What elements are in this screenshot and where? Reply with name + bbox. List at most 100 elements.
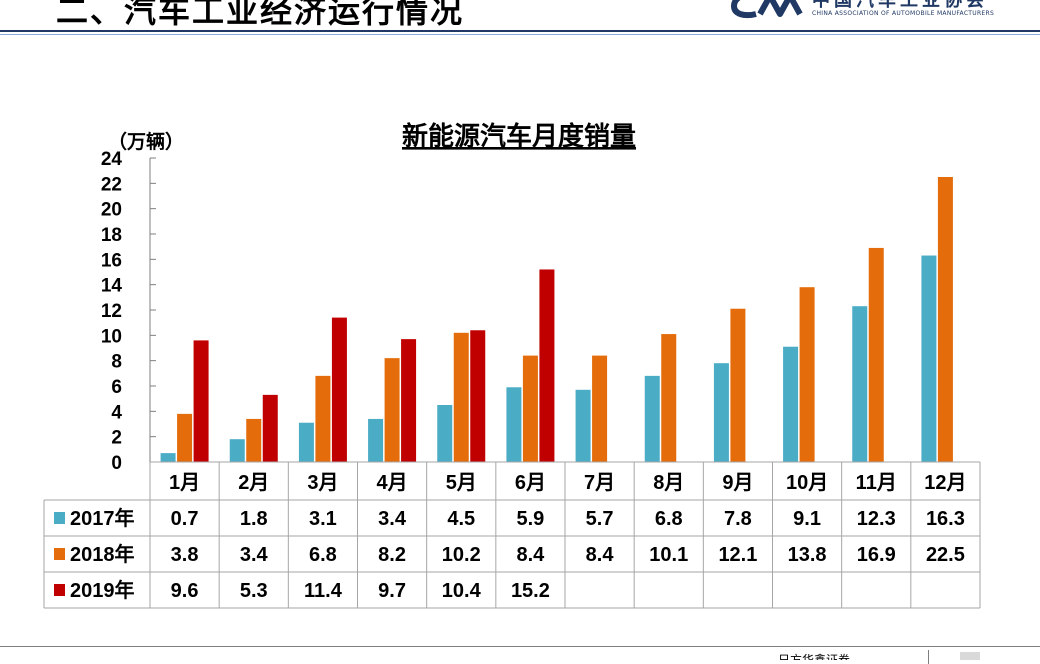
y-tick-label: 8 [111,352,122,373]
legend-swatch-2017年 [54,512,65,524]
x-category-label: 5月 [446,472,477,494]
y-tick-label: 24 [101,149,123,170]
x-category-label: 4月 [377,472,408,494]
data-table-cell: 1.8 [240,508,268,530]
x-category-label: 3月 [307,472,338,494]
bar-2018年-7月 [592,355,608,462]
data-table-cell: 9.7 [378,580,406,602]
bar-2018年-4月 [384,358,400,462]
footer-text: 日方华鑫证券 [778,653,851,660]
data-table-cell: 8.2 [378,544,406,566]
x-category-label: 6月 [515,472,546,494]
y-tick-label: 18 [101,225,122,246]
bar-2017年-11月 [852,306,868,462]
data-table-cell: 11.4 [304,580,343,602]
x-category-label: 10月 [786,472,828,494]
data-table-cell: 12.3 [857,508,896,530]
data-table-cell: 3.4 [240,544,269,566]
bar-2017年-6月 [506,387,522,462]
y-tick-label: 4 [111,402,122,423]
data-table-cell: 6.8 [309,544,337,566]
y-tick-label: 12 [101,301,122,322]
data-table-cell: 5.9 [517,508,545,530]
bar-2017年-3月 [298,422,314,462]
data-table-cell: 3.1 [309,508,337,530]
data-table-cell: 7.8 [724,508,752,530]
slide-title: 二、汽车工业经济运行情况 [56,0,465,30]
x-category-label: 11月 [856,472,897,494]
bar-2019年-5月 [470,330,486,462]
bar-2017年-4月 [368,418,384,462]
bar-2018年-8月 [661,334,677,462]
y-tick-label: 10 [101,326,122,347]
data-table-cell: 8.4 [517,544,546,566]
x-category-label: 7月 [584,472,615,494]
bar-marks [160,177,953,462]
data-table-cell: 13.8 [788,544,827,566]
bar-2019年-6月 [539,269,555,462]
data-table-cell: 8.4 [586,544,615,566]
y-tick-label: 22 [101,174,122,195]
data-table-cell: 3.4 [378,508,407,530]
data-table-cell: 10.1 [649,544,688,566]
data-table-cell: 6.8 [655,508,683,530]
data-table-cell: 16.3 [926,508,965,530]
bar-2017年-10月 [783,346,799,462]
chart-title: 新能源汽车月度销量 [402,121,636,152]
bar-2017年-12月 [921,255,937,462]
bar-2019年-4月 [401,339,417,462]
bar-2018年-10月 [799,287,815,462]
legend-swatch-2019年 [54,584,65,596]
y-tick-label: 14 [101,276,123,297]
bar-2018年-12月 [937,177,953,462]
x-category-label: 9月 [722,472,753,494]
footer-divider [928,650,929,664]
data-table-cell: 22.5 [926,544,965,566]
x-category-label: 2月 [238,472,269,494]
y-axis-unit-label: （万辆） [108,130,184,153]
legend-swatch-2018年 [54,548,65,560]
bar-2017年-8月 [644,375,660,462]
caam-logo-mark [730,0,803,19]
caam-logo: 中国汽车工业协会 CHINA ASSOCIATION OF AUTOMOBILE… [730,0,1030,22]
data-table-cell: 12.1 [718,544,757,566]
bar-2019年-2月 [262,394,278,462]
bar-2019年-3月 [331,317,347,462]
y-tick-label: 20 [101,200,122,221]
data-table-cell: 10.4 [442,580,482,602]
header-rule [0,30,1040,32]
bar-2018年-1月 [177,413,193,462]
data-table-cell: 9.1 [793,508,821,530]
data-table-cell: 0.7 [171,508,199,530]
y-tick-label: 0 [111,453,122,474]
x-category-label: 12月 [924,472,966,494]
x-category-label: 1月 [169,472,200,494]
data-table-cell: 15.2 [511,580,550,602]
data-table-cell: 5.3 [240,580,268,602]
bar-2017年-5月 [437,405,453,462]
footer-rule [0,646,1040,647]
data-table-cell: 4.5 [447,508,475,530]
y-tick-label: 6 [111,377,122,398]
x-category-label: 8月 [653,472,684,494]
bar-2018年-5月 [453,332,469,462]
data-table: 1月 2月 3月 4月 5月 6月 7月 8月 9月 10月 11月 12月 2017年 0.7 1.8 3.… [43,461,981,609]
y-tick-label: 2 [111,428,122,449]
bar-2018年-6月 [522,355,538,462]
legend-series-name: 2018年 [70,542,135,566]
header-rule-thin [0,34,1040,35]
data-table-cell: 9.6 [171,580,199,602]
bar-2017年-7月 [575,389,591,462]
bar-2019年-1月 [193,340,209,462]
data-table-cell: 16.9 [857,544,896,566]
legend-series-name: 2019年 [70,578,135,602]
bar-2017年-9月 [713,363,729,462]
logo-english-name: CHINA ASSOCIATION OF AUTOMOBILE MANUFACT… [812,10,995,17]
y-tick-label: 16 [101,250,122,271]
page-number-box [960,652,980,660]
bar-2017年-2月 [229,439,245,462]
logo-chinese-name: 中国汽车工业协会 [812,0,988,11]
slide-header: 二、汽车工业经济运行情况 中国汽车工业协会 CHINA ASSOCIATION … [0,0,1040,40]
